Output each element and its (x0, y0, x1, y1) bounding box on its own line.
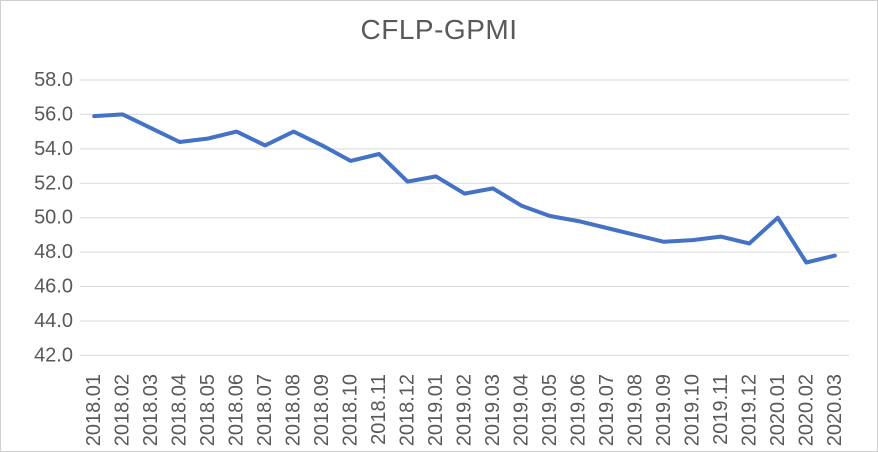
x-axis-tick-label: 2018.08 (283, 374, 305, 446)
x-axis-tick-label: 2019.12 (738, 374, 760, 446)
y-axis-tick-label: 48.0 (34, 241, 73, 263)
x-axis-tick-label: 2019.04 (510, 374, 532, 446)
x-axis-tick-label: 2018.04 (169, 374, 191, 446)
x-axis-tick-label: 2018.11 (368, 374, 390, 445)
x-axis-tick-label: 2020.01 (767, 374, 789, 446)
x-axis-tick-label: 2019.05 (539, 374, 561, 446)
x-axis-tick-label: 2018.12 (397, 374, 419, 446)
x-axis-tick-label: 2019.01 (425, 374, 447, 446)
x-axis-tick-label: 2018.10 (340, 374, 362, 446)
x-axis-tick-label: 2019.10 (681, 374, 703, 446)
y-axis-tick-label: 42.0 (34, 344, 73, 366)
y-axis-tick-label: 54.0 (34, 138, 73, 160)
x-axis-tick-label: 2018.06 (226, 374, 248, 446)
chart-title: CFLP-GPMI (360, 14, 518, 45)
x-axis-tick-label: 2020.03 (824, 374, 846, 446)
x-axis-tick-label: 2018.05 (197, 374, 219, 446)
y-axis-tick-label: 44.0 (34, 310, 73, 332)
x-axis-tick-label: 2019.11 (710, 374, 732, 445)
x-axis-tick-label: 2018.02 (112, 374, 134, 446)
x-axis-tick-label: 2019.06 (567, 374, 589, 446)
y-axis-tick-label: 50.0 (34, 207, 73, 229)
x-axis-tick-label: 2019.09 (653, 374, 675, 446)
x-axis-tick-label: 2019.07 (596, 374, 618, 446)
x-axis-tick-label: 2020.02 (795, 374, 817, 446)
y-axis-tick-label: 56.0 (34, 103, 73, 125)
x-axis-tick-label: 2018.03 (140, 374, 162, 446)
y-axis-tick-label: 52.0 (34, 172, 73, 194)
x-axis-tick-label: 2019.02 (454, 374, 476, 446)
x-axis-tick-label: 2019.03 (482, 374, 504, 446)
x-axis-tick-label: 2019.08 (624, 374, 646, 446)
data-line-cflp-gpmi (92, 112, 837, 265)
x-axis-tick-label: 2018.07 (254, 374, 276, 446)
y-axis-tick-label: 46.0 (34, 276, 73, 298)
x-axis-tick-label: 2018.01 (83, 374, 105, 446)
x-axis-tick-label: 2018.09 (311, 374, 333, 446)
y-axis-tick-label: 58.0 (34, 69, 73, 91)
